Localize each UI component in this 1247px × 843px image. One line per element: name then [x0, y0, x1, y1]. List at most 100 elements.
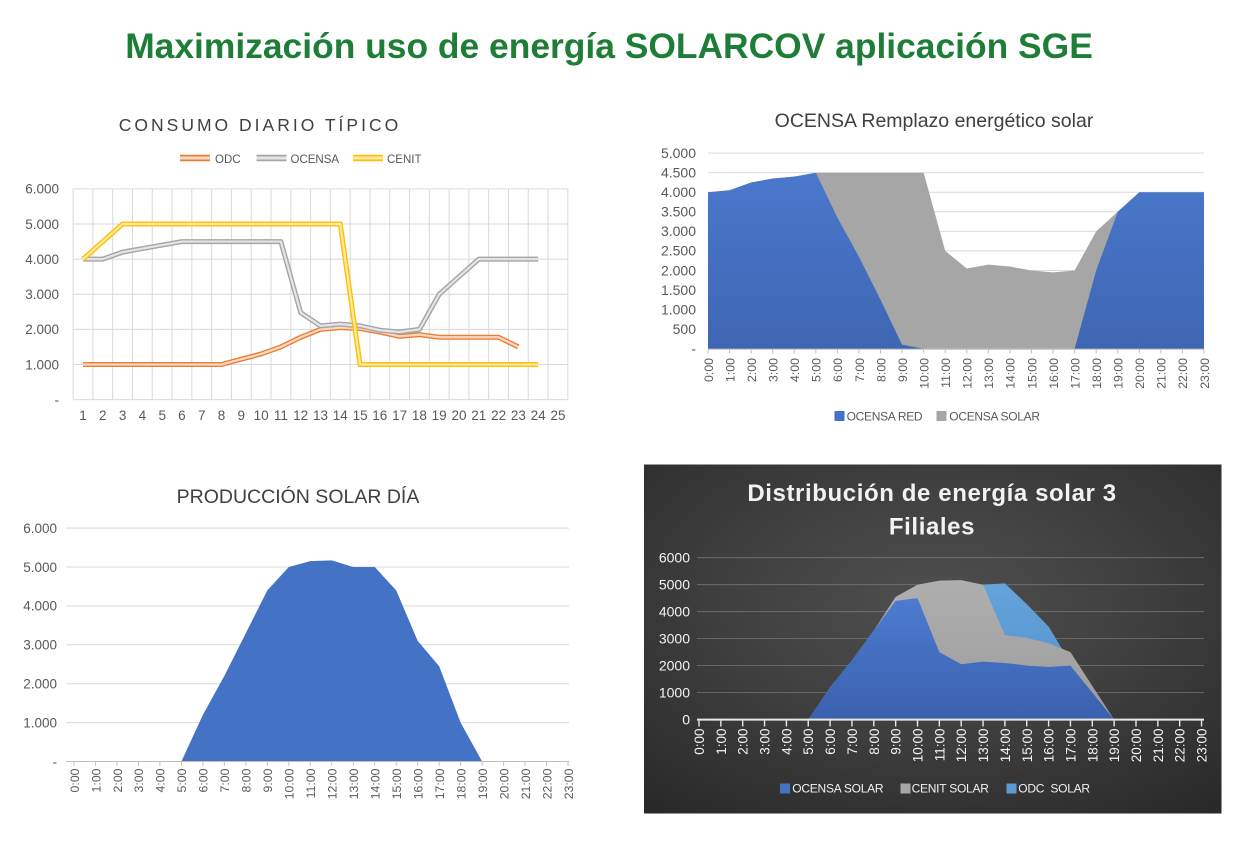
svg-text:16:00: 16:00 — [1042, 729, 1057, 763]
svg-text:4.500: 4.500 — [661, 165, 696, 181]
svg-text:10: 10 — [254, 408, 269, 423]
svg-text:8:00: 8:00 — [867, 729, 882, 755]
svg-text:14: 14 — [333, 408, 349, 423]
svg-text:Maximización uso de energía SO: Maximización uso de energía SOLARCOV apl… — [125, 26, 1093, 66]
svg-text:7: 7 — [198, 408, 206, 423]
svg-text:18:00: 18:00 — [1085, 729, 1100, 763]
svg-text:2:00: 2:00 — [745, 358, 759, 382]
svg-text:12:00: 12:00 — [961, 358, 975, 389]
svg-text:13:00: 13:00 — [982, 358, 996, 389]
svg-text:CONSUMO DIARIO TÍPICO: CONSUMO DIARIO TÍPICO — [119, 115, 401, 135]
svg-text:9:00: 9:00 — [889, 729, 904, 755]
svg-text:11: 11 — [274, 408, 288, 423]
svg-text:2.000: 2.000 — [25, 322, 59, 337]
svg-text:3.000: 3.000 — [661, 223, 696, 239]
svg-text:20:00: 20:00 — [1129, 729, 1144, 763]
svg-text:12:00: 12:00 — [326, 768, 340, 799]
svg-text:5.000: 5.000 — [23, 560, 57, 575]
svg-text:19:00: 19:00 — [1112, 358, 1126, 389]
svg-text:OCENSA: OCENSA — [291, 154, 340, 166]
svg-text:-: - — [691, 341, 696, 357]
svg-text:24: 24 — [531, 408, 547, 423]
svg-text:8:00: 8:00 — [240, 768, 254, 792]
svg-text:6.000: 6.000 — [25, 182, 59, 197]
svg-text:OCENSA RED: OCENSA RED — [847, 410, 923, 424]
svg-text:1000: 1000 — [659, 685, 690, 701]
svg-text:9: 9 — [238, 408, 246, 423]
svg-text:16:00: 16:00 — [1047, 358, 1061, 389]
svg-text:21:00: 21:00 — [1151, 729, 1166, 763]
svg-text:3: 3 — [119, 408, 127, 423]
svg-text:5.000: 5.000 — [25, 217, 59, 232]
svg-text:4: 4 — [139, 408, 147, 423]
svg-text:21: 21 — [471, 408, 486, 423]
svg-text:2:00: 2:00 — [111, 768, 125, 792]
svg-text:22:00: 22:00 — [1173, 729, 1188, 763]
svg-text:3.000: 3.000 — [23, 638, 57, 653]
svg-text:3:00: 3:00 — [132, 768, 146, 792]
svg-text:3:00: 3:00 — [758, 729, 773, 755]
svg-text:1: 1 — [79, 408, 87, 423]
svg-text:22: 22 — [491, 408, 506, 423]
svg-text:OCENSA Remplazo energético sol: OCENSA Remplazo energético solar — [775, 110, 1094, 132]
svg-text:0:00: 0:00 — [702, 358, 716, 382]
svg-text:2: 2 — [99, 408, 107, 423]
svg-text:20:00: 20:00 — [497, 768, 511, 799]
svg-text:25: 25 — [550, 408, 565, 423]
svg-text:-: - — [55, 392, 60, 407]
svg-text:2.000: 2.000 — [23, 677, 57, 692]
svg-text:4.000: 4.000 — [661, 184, 696, 200]
svg-text:2.500: 2.500 — [661, 243, 696, 259]
svg-text:15:00: 15:00 — [1025, 358, 1039, 389]
svg-text:18:00: 18:00 — [454, 768, 468, 799]
svg-text:14:00: 14:00 — [1004, 358, 1018, 389]
svg-text:5:00: 5:00 — [801, 729, 816, 755]
svg-text:13: 13 — [313, 408, 328, 423]
svg-text:4.000: 4.000 — [25, 252, 59, 267]
svg-text:5:00: 5:00 — [175, 768, 189, 792]
svg-text:4000: 4000 — [659, 604, 690, 620]
svg-text:Filiales: Filiales — [889, 514, 975, 541]
svg-text:ODC: ODC — [215, 154, 241, 166]
svg-text:19: 19 — [432, 408, 447, 423]
svg-text:9:00: 9:00 — [896, 358, 910, 382]
svg-text:16: 16 — [372, 408, 387, 423]
svg-text:CENIT SOLAR: CENIT SOLAR — [912, 782, 990, 796]
svg-text:4:00: 4:00 — [779, 729, 794, 755]
svg-text:12: 12 — [293, 408, 308, 423]
svg-text:14:00: 14:00 — [998, 729, 1013, 763]
svg-text:2.000: 2.000 — [661, 262, 696, 278]
svg-text:13:00: 13:00 — [347, 768, 361, 799]
svg-text:11:00: 11:00 — [939, 358, 953, 388]
svg-text:6:00: 6:00 — [823, 729, 838, 755]
svg-text:21:00: 21:00 — [519, 768, 533, 799]
svg-text:6.000: 6.000 — [23, 521, 57, 536]
svg-text:8: 8 — [218, 408, 226, 423]
svg-text:19:00: 19:00 — [476, 768, 490, 799]
svg-text:22:00: 22:00 — [1176, 358, 1190, 389]
svg-text:6:00: 6:00 — [831, 358, 845, 382]
svg-text:9:00: 9:00 — [261, 768, 275, 792]
svg-text:23: 23 — [511, 408, 526, 423]
svg-text:10:00: 10:00 — [283, 768, 297, 799]
svg-text:ODC SOLAR: ODC SOLAR — [1018, 782, 1090, 796]
svg-text:0:00: 0:00 — [692, 729, 707, 755]
svg-text:PRODUCCIÓN SOLAR DÍA: PRODUCCIÓN SOLAR DÍA — [177, 485, 420, 508]
svg-text:4:00: 4:00 — [788, 358, 802, 382]
svg-text:1.500: 1.500 — [661, 282, 696, 298]
svg-text:3.000: 3.000 — [25, 287, 59, 302]
svg-text:14:00: 14:00 — [369, 768, 383, 799]
svg-text:6000: 6000 — [659, 550, 690, 566]
svg-text:6:00: 6:00 — [197, 768, 211, 792]
svg-text:1:00: 1:00 — [89, 768, 103, 792]
svg-text:4.000: 4.000 — [23, 599, 57, 614]
svg-text:15:00: 15:00 — [1020, 729, 1035, 763]
svg-text:0:00: 0:00 — [68, 768, 82, 792]
svg-text:5: 5 — [158, 408, 166, 423]
svg-text:15: 15 — [353, 408, 368, 423]
svg-text:15:00: 15:00 — [390, 768, 404, 799]
svg-text:17:00: 17:00 — [1068, 358, 1082, 389]
svg-text:10:00: 10:00 — [911, 729, 926, 763]
svg-text:10:00: 10:00 — [917, 358, 931, 389]
svg-text:6: 6 — [178, 408, 186, 423]
